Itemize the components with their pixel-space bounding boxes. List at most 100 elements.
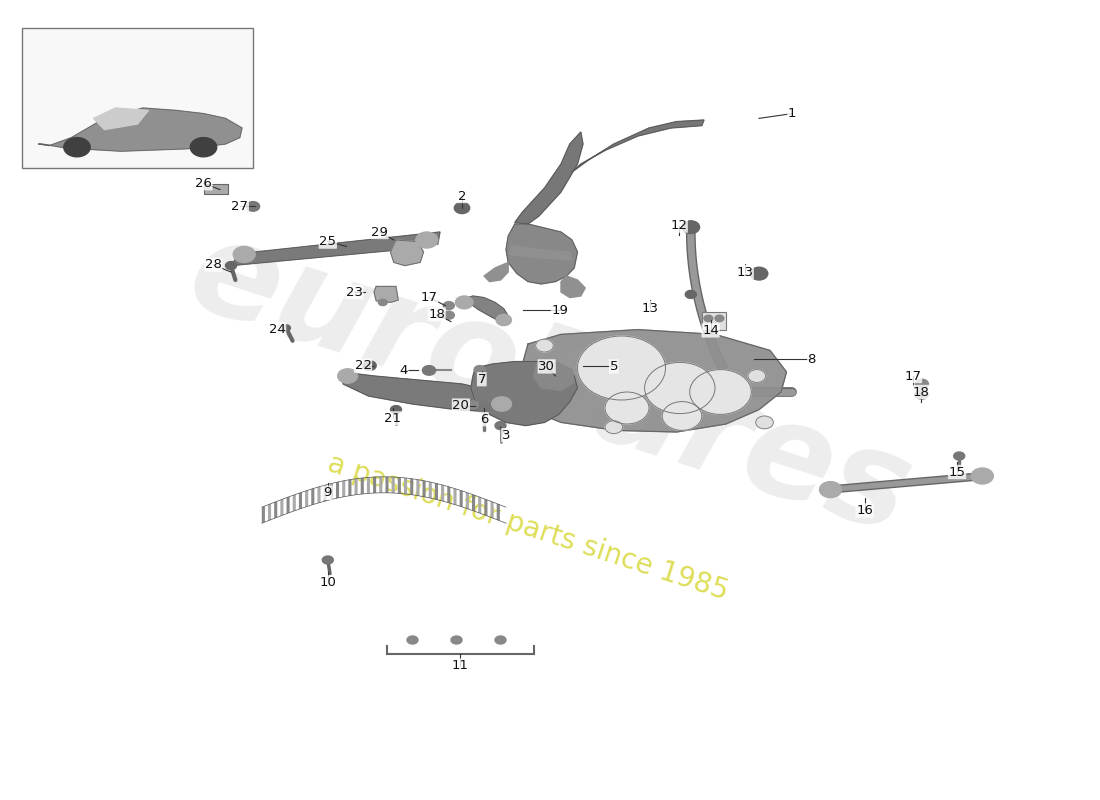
Circle shape [443, 302, 454, 310]
Circle shape [915, 379, 928, 389]
Text: 13: 13 [736, 266, 754, 278]
Text: 14: 14 [702, 324, 719, 337]
Polygon shape [268, 503, 271, 521]
Circle shape [690, 370, 751, 414]
Polygon shape [323, 485, 327, 502]
Circle shape [322, 556, 333, 564]
Polygon shape [491, 501, 494, 518]
Polygon shape [534, 362, 574, 390]
Circle shape [390, 406, 402, 414]
Polygon shape [472, 494, 475, 511]
Polygon shape [286, 497, 289, 514]
Circle shape [477, 403, 491, 413]
Polygon shape [484, 499, 487, 516]
Polygon shape [385, 477, 388, 493]
Text: 17: 17 [420, 291, 438, 304]
Circle shape [685, 290, 696, 298]
Circle shape [820, 482, 842, 498]
Circle shape [915, 390, 928, 399]
Circle shape [190, 138, 217, 157]
Circle shape [492, 397, 512, 411]
Circle shape [954, 452, 965, 460]
Text: 27: 27 [231, 200, 249, 213]
Text: 6: 6 [480, 413, 488, 426]
Circle shape [226, 262, 236, 270]
Text: euroPares: euroPares [174, 208, 926, 560]
Polygon shape [506, 224, 578, 284]
Polygon shape [379, 477, 383, 493]
Polygon shape [341, 372, 512, 412]
Circle shape [971, 468, 993, 484]
Text: 13: 13 [641, 302, 659, 314]
Text: 24: 24 [268, 323, 286, 336]
Polygon shape [311, 488, 315, 505]
Text: 8: 8 [807, 353, 816, 366]
Text: 11: 11 [451, 659, 469, 672]
Polygon shape [404, 478, 407, 494]
Circle shape [474, 366, 485, 374]
Polygon shape [484, 262, 508, 282]
Polygon shape [429, 482, 432, 498]
Polygon shape [318, 486, 320, 503]
Text: 15: 15 [948, 466, 966, 478]
Polygon shape [354, 478, 358, 495]
Polygon shape [471, 362, 578, 426]
Circle shape [578, 336, 666, 400]
Circle shape [282, 325, 290, 331]
Polygon shape [497, 503, 499, 521]
Circle shape [645, 362, 715, 414]
Text: 21: 21 [384, 412, 402, 425]
Text: 30: 30 [538, 360, 556, 373]
Polygon shape [398, 478, 400, 494]
Text: 25: 25 [319, 235, 337, 248]
Polygon shape [460, 490, 463, 507]
Text: 1: 1 [788, 107, 796, 120]
Circle shape [363, 361, 376, 370]
Polygon shape [305, 490, 308, 507]
Text: 4: 4 [399, 364, 408, 377]
Text: 18: 18 [912, 386, 930, 398]
Polygon shape [262, 506, 265, 523]
Text: 28: 28 [205, 258, 222, 271]
Text: 17: 17 [904, 370, 922, 382]
Bar [204, 184, 228, 194]
Polygon shape [434, 483, 438, 500]
Text: 2: 2 [458, 190, 466, 202]
Text: 3: 3 [502, 429, 510, 442]
Circle shape [750, 267, 768, 280]
Circle shape [454, 202, 470, 214]
Circle shape [416, 232, 438, 248]
Polygon shape [374, 286, 398, 302]
Circle shape [704, 315, 713, 322]
Text: 7: 7 [477, 373, 486, 386]
Polygon shape [39, 108, 242, 151]
Polygon shape [517, 330, 786, 432]
Polygon shape [465, 492, 469, 510]
Text: 29: 29 [371, 226, 388, 238]
Polygon shape [274, 501, 277, 518]
Polygon shape [330, 483, 333, 500]
Text: 19: 19 [551, 304, 569, 317]
Polygon shape [509, 246, 572, 260]
Polygon shape [392, 477, 395, 493]
Polygon shape [342, 481, 345, 497]
Circle shape [496, 314, 512, 326]
Circle shape [338, 369, 358, 383]
Text: 18: 18 [428, 308, 446, 321]
Bar [22, 28, 253, 168]
Circle shape [536, 339, 553, 352]
Text: 16: 16 [856, 504, 873, 517]
Circle shape [455, 296, 473, 309]
Text: 10: 10 [319, 576, 337, 589]
Polygon shape [572, 120, 704, 172]
Circle shape [662, 402, 702, 430]
Polygon shape [293, 494, 296, 511]
Circle shape [495, 422, 506, 430]
Polygon shape [462, 296, 508, 322]
Polygon shape [478, 497, 482, 514]
Circle shape [495, 636, 506, 644]
Polygon shape [299, 492, 303, 510]
Text: 26: 26 [195, 177, 212, 190]
Text: a passion for parts since 1985: a passion for parts since 1985 [324, 450, 732, 606]
Circle shape [715, 315, 724, 322]
